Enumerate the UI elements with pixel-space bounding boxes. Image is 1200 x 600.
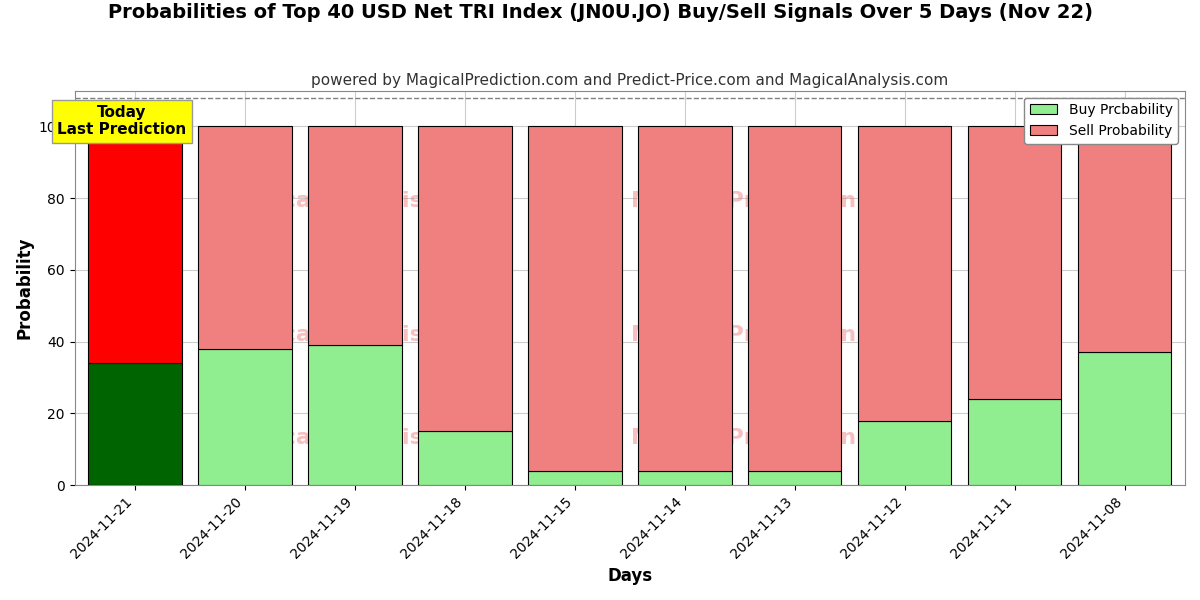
Bar: [198, 127, 292, 349]
Bar: [419, 127, 511, 431]
Text: MagicalAnalysis.com: MagicalAnalysis.com: [222, 325, 482, 345]
Bar: [968, 399, 1061, 485]
Bar: [1078, 127, 1171, 352]
Legend: Buy Prcbability, Sell Probability: Buy Prcbability, Sell Probability: [1024, 98, 1178, 143]
Text: MagicalAnalysis.com: MagicalAnalysis.com: [222, 191, 482, 211]
Text: MagicalPrediction.com: MagicalPrediction.com: [631, 191, 917, 211]
Text: MagicalAnalysis.com: MagicalAnalysis.com: [222, 428, 482, 448]
Bar: [198, 349, 292, 485]
Bar: [419, 431, 511, 485]
Bar: [858, 421, 952, 485]
Bar: [528, 471, 622, 485]
Bar: [308, 127, 402, 345]
Bar: [89, 363, 182, 485]
Bar: [748, 127, 841, 471]
Bar: [748, 471, 841, 485]
Text: Today
Last Prediction: Today Last Prediction: [58, 105, 186, 137]
Bar: [1078, 352, 1171, 485]
Text: MagicalPrediction.com: MagicalPrediction.com: [631, 428, 917, 448]
Title: powered by MagicalPrediction.com and Predict-Price.com and MagicalAnalysis.com: powered by MagicalPrediction.com and Pre…: [311, 73, 948, 88]
Y-axis label: Probability: Probability: [16, 236, 34, 339]
Bar: [528, 127, 622, 471]
Bar: [638, 471, 732, 485]
Bar: [89, 127, 182, 363]
Text: MagicalPrediction.com: MagicalPrediction.com: [631, 325, 917, 345]
Bar: [638, 127, 732, 471]
Bar: [858, 127, 952, 421]
X-axis label: Days: Days: [607, 567, 653, 585]
Bar: [968, 127, 1061, 399]
Bar: [308, 345, 402, 485]
Text: Probabilities of Top 40 USD Net TRI Index (JN0U.JO) Buy/Sell Signals Over 5 Days: Probabilities of Top 40 USD Net TRI Inde…: [108, 3, 1092, 22]
